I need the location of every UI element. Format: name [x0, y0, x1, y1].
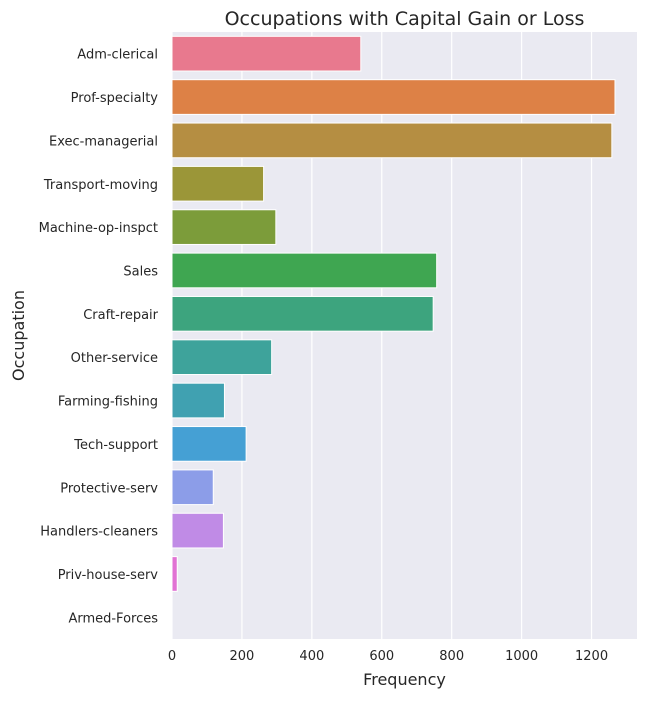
y-tick-label: Transport-moving: [43, 178, 158, 193]
y-tick-label: Machine-op-inspct: [39, 221, 158, 236]
bar: [171, 209, 277, 245]
bar: [171, 469, 214, 506]
x-tick-label: 1200: [575, 649, 608, 664]
x-tick-label: 0: [168, 649, 176, 664]
bar: [171, 426, 247, 462]
bar: [171, 252, 438, 289]
y-axis-title: Occupation: [9, 290, 28, 381]
x-tick-label: 200: [230, 649, 255, 664]
y-tick-label: Farming-fishing: [58, 395, 158, 410]
y-tick-label: Craft-repair: [83, 308, 158, 323]
y-tick-label: Adm-clerical: [77, 48, 158, 63]
x-tick-label: 1000: [505, 649, 538, 664]
chart-title: Occupations with Capital Gain or Loss: [225, 8, 585, 30]
y-tick-label: Other-service: [71, 351, 158, 366]
y-tick-label: Protective-serv: [60, 481, 158, 496]
y-tick-label: Prof-specialty: [71, 91, 159, 106]
x-tick-label: 800: [439, 649, 464, 664]
y-tick-label: Armed-Forces: [68, 611, 158, 626]
y-tick-label: Handlers-cleaners: [40, 525, 158, 540]
y-tick-labels: Adm-clerical Prof-specialty Exec-manageria…: [39, 48, 159, 627]
bar: [171, 35, 362, 72]
bar: [171, 556, 178, 592]
x-tick-labels: 0 200 400 600 800 1000 1200: [168, 649, 608, 664]
x-tick-label: 600: [369, 649, 394, 664]
bar: [171, 512, 224, 549]
bar: [171, 122, 613, 159]
x-axis-title: Frequency: [363, 670, 446, 689]
bar: [171, 165, 265, 202]
y-tick-label: Exec-managerial: [49, 134, 158, 149]
bar: [171, 79, 616, 115]
bar: [171, 339, 273, 376]
y-tick-label: Priv-house-serv: [58, 568, 159, 583]
bar: [171, 295, 434, 332]
y-tick-label: Sales: [123, 264, 158, 279]
y-tick-label: Tech-support: [73, 438, 158, 453]
bar: [171, 382, 225, 419]
x-tick-label: 400: [299, 649, 324, 664]
bars: [171, 35, 616, 592]
